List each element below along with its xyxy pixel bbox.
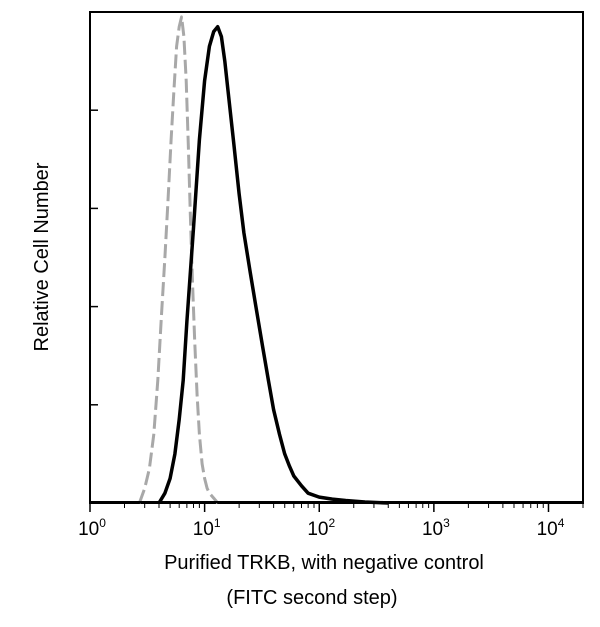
- series-layer: [90, 15, 583, 505]
- series-line-0: [137, 15, 219, 504]
- x-tick-label: 103: [422, 516, 450, 540]
- x-tick-label: 101: [193, 516, 221, 540]
- x-tick-label: 104: [537, 516, 565, 540]
- x-tick-label: 100: [78, 516, 106, 540]
- x-tick-label: 102: [307, 516, 335, 540]
- series-line-1: [157, 24, 389, 505]
- x-axis-label-line-2: (FITC second step): [226, 587, 397, 609]
- x-axis-label-line-1: Purified TRKB, with negative control: [164, 552, 484, 574]
- y-axis-label: Relative Cell Number: [31, 162, 53, 351]
- axis-ticks: 100 101 102 103 104: [78, 11, 584, 540]
